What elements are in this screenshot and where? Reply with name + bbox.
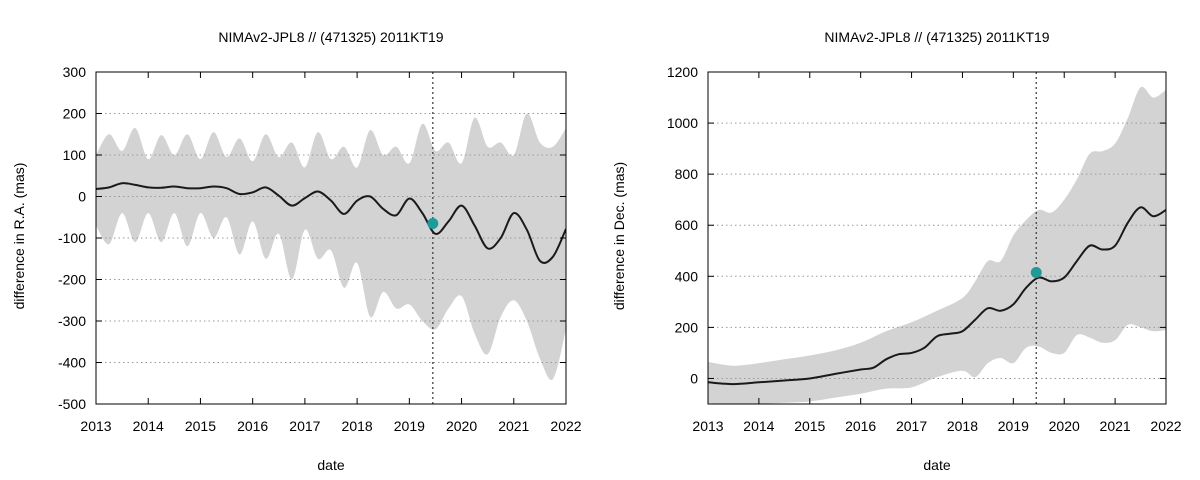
uncertainty-band bbox=[96, 113, 566, 380]
difference-line bbox=[96, 182, 566, 264]
observation-marker bbox=[1030, 266, 1042, 278]
y-tick-label: 600 bbox=[675, 217, 699, 233]
y-tick-label: -100 bbox=[58, 230, 86, 246]
x-tick-label: 2016 bbox=[845, 418, 876, 434]
x-tick-label: 2022 bbox=[1150, 418, 1181, 434]
chart-title: NIMAv2-JPL8 // (471325) 2011KT19 bbox=[218, 29, 443, 45]
plot-area bbox=[708, 72, 1166, 404]
y-tick-label: 1000 bbox=[667, 115, 698, 131]
uncertainty-band bbox=[708, 86, 1166, 404]
y-tick-label: -200 bbox=[58, 272, 86, 288]
y-tick-label: -300 bbox=[58, 313, 86, 329]
y-tick-label: 100 bbox=[63, 147, 87, 163]
x-tick-label: 2020 bbox=[1049, 418, 1080, 434]
y-tick-label: 200 bbox=[63, 106, 87, 122]
y-tick-label: -500 bbox=[58, 396, 86, 412]
x-tick-label: 2016 bbox=[237, 418, 268, 434]
chart-title: NIMAv2-JPL8 // (471325) 2011KT19 bbox=[824, 29, 1049, 45]
y-tick-label: 300 bbox=[63, 64, 87, 80]
x-tick-label: 2021 bbox=[1100, 418, 1131, 434]
x-tick-label: 2019 bbox=[394, 418, 425, 434]
x-tick-label: 2018 bbox=[947, 418, 978, 434]
difference-line bbox=[708, 206, 1166, 386]
y-tick-label: 1200 bbox=[667, 64, 698, 80]
y-tick-label: 400 bbox=[675, 268, 699, 284]
plot-frame bbox=[707, 71, 1167, 405]
y-tick-label: 800 bbox=[675, 166, 699, 182]
x-tick-label: 2013 bbox=[692, 418, 723, 434]
x-tick-label: 2015 bbox=[185, 418, 216, 434]
x-tick-label: 2017 bbox=[896, 418, 927, 434]
x-tick-label: 2014 bbox=[133, 418, 164, 434]
x-tick-label: 2021 bbox=[498, 418, 529, 434]
ra-chart: NIMAv2-JPL8 // (471325) 2011KT19 date di… bbox=[11, 29, 582, 473]
y-axis-title: difference in R.A. (mas) bbox=[11, 163, 27, 310]
x-tick-label: 2017 bbox=[289, 418, 320, 434]
y-tick-label: 200 bbox=[675, 319, 699, 335]
x-tick-label: 2015 bbox=[794, 418, 825, 434]
y-tick-label: -400 bbox=[58, 355, 86, 371]
x-tick-label: 2018 bbox=[342, 418, 373, 434]
x-tick-label: 2013 bbox=[80, 418, 111, 434]
x-axis-title: date bbox=[317, 457, 344, 473]
dec-chart: NIMAv2-JPL8 // (471325) 2011KT19 date di… bbox=[611, 29, 1182, 473]
observation-marker bbox=[427, 217, 439, 229]
plot-area bbox=[96, 72, 566, 404]
x-tick-label: 2020 bbox=[446, 418, 477, 434]
x-tick-label: 2022 bbox=[550, 418, 581, 434]
y-tick-label: 0 bbox=[78, 189, 86, 205]
x-axis-title: date bbox=[923, 457, 950, 473]
y-tick-label: 0 bbox=[690, 370, 698, 386]
y-axis-title: difference in Dec. (mas) bbox=[611, 162, 627, 310]
x-tick-label: 2014 bbox=[743, 418, 774, 434]
x-tick-label: 2019 bbox=[998, 418, 1029, 434]
